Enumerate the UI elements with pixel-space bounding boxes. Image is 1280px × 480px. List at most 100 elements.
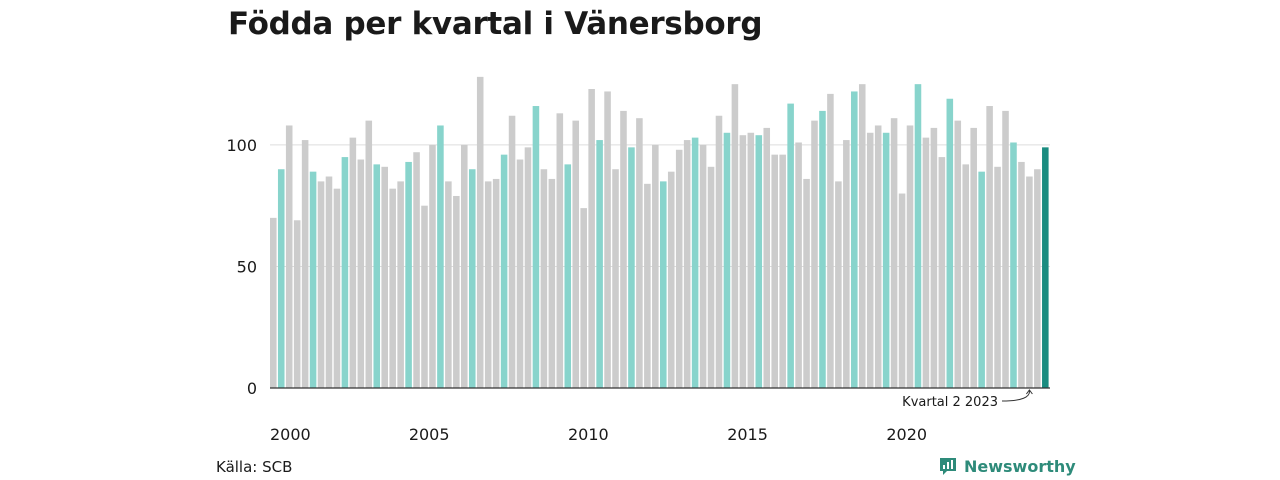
bar [699, 144, 707, 388]
bar [763, 127, 771, 388]
bar [572, 120, 580, 389]
bar [500, 154, 508, 388]
bar [755, 135, 763, 388]
bar [675, 149, 683, 388]
bar [906, 125, 914, 388]
bar [365, 120, 373, 389]
bars [270, 76, 1049, 389]
bar [476, 76, 484, 389]
bar [508, 115, 516, 388]
bar [453, 195, 460, 388]
bar [723, 132, 731, 388]
bar [954, 120, 962, 389]
y-axis-labels: 0 50 100 [226, 136, 257, 398]
bar [636, 118, 643, 389]
annotation-arrow [1001, 389, 1033, 402]
x-tick-label: 2015 [727, 425, 768, 444]
bar [564, 164, 572, 388]
bar [548, 178, 556, 388]
bar [349, 137, 357, 388]
bar [938, 157, 946, 388]
bar [874, 125, 882, 388]
source-note: Källa: SCB [216, 458, 293, 476]
bar [970, 127, 977, 388]
bar [882, 132, 890, 388]
bar [843, 140, 850, 388]
bar [739, 135, 747, 388]
bar [827, 93, 834, 388]
bar [532, 106, 540, 388]
bar [803, 178, 810, 388]
bar [795, 142, 802, 388]
bar [333, 188, 341, 388]
bar [691, 137, 699, 388]
chart-title: Födda per kvartal i Vänersborg [228, 6, 763, 42]
x-tick-label: 2020 [886, 425, 927, 444]
bar [667, 171, 675, 388]
bar [437, 125, 444, 388]
bar [835, 181, 842, 388]
x-tick-label: 2005 [409, 425, 450, 444]
bar [683, 140, 691, 388]
bar [787, 103, 794, 388]
x-tick-label: 2010 [568, 425, 609, 444]
y-tick-label: 0 [247, 379, 257, 398]
bar [277, 169, 285, 388]
x-tick-label: 2000 [270, 425, 311, 444]
y-tick-label: 100 [226, 136, 257, 155]
bar [946, 98, 954, 389]
bar [556, 113, 564, 388]
bar [405, 161, 412, 388]
bar [524, 147, 532, 388]
bar [397, 181, 404, 388]
bar [492, 178, 500, 388]
bar [898, 193, 906, 388]
bar [381, 166, 388, 388]
bar [309, 171, 317, 388]
bar [516, 159, 524, 388]
y-tick-label: 50 [237, 257, 257, 276]
bar [628, 147, 635, 388]
bar [819, 110, 826, 388]
bar [620, 110, 627, 388]
bar [1018, 161, 1025, 388]
bar [317, 181, 325, 388]
bar [994, 166, 1001, 388]
bar [707, 166, 715, 388]
x-axis-labels: 2000 2005 2010 2015 2020 [270, 425, 927, 444]
bar [715, 115, 723, 388]
brand-name: Newsworthy [964, 456, 1076, 476]
annotation: Kvartal 2 2023 [902, 389, 1033, 410]
bar [421, 205, 428, 388]
bar [461, 144, 468, 388]
bar [858, 84, 866, 389]
bar [922, 137, 930, 388]
bar [652, 144, 659, 388]
bar [779, 154, 786, 388]
bar [1002, 110, 1009, 388]
bar [962, 164, 970, 388]
bar [731, 84, 739, 389]
bar [771, 154, 778, 388]
bar [1026, 176, 1033, 388]
bar [811, 120, 818, 389]
bar [1010, 142, 1017, 388]
annotation-text: Kvartal 2 2023 [902, 395, 998, 410]
bar [325, 176, 333, 388]
bar [978, 171, 985, 388]
bar [580, 208, 587, 388]
bar [445, 181, 452, 388]
bar [429, 144, 436, 388]
bar [1042, 147, 1049, 388]
bar [866, 132, 874, 388]
bar [986, 106, 993, 388]
bar [389, 188, 396, 388]
bar [612, 169, 619, 388]
bar [270, 217, 277, 388]
bar [747, 132, 755, 388]
bar [341, 157, 349, 388]
bar [890, 118, 898, 389]
bar [285, 125, 293, 388]
bar [1034, 169, 1041, 388]
